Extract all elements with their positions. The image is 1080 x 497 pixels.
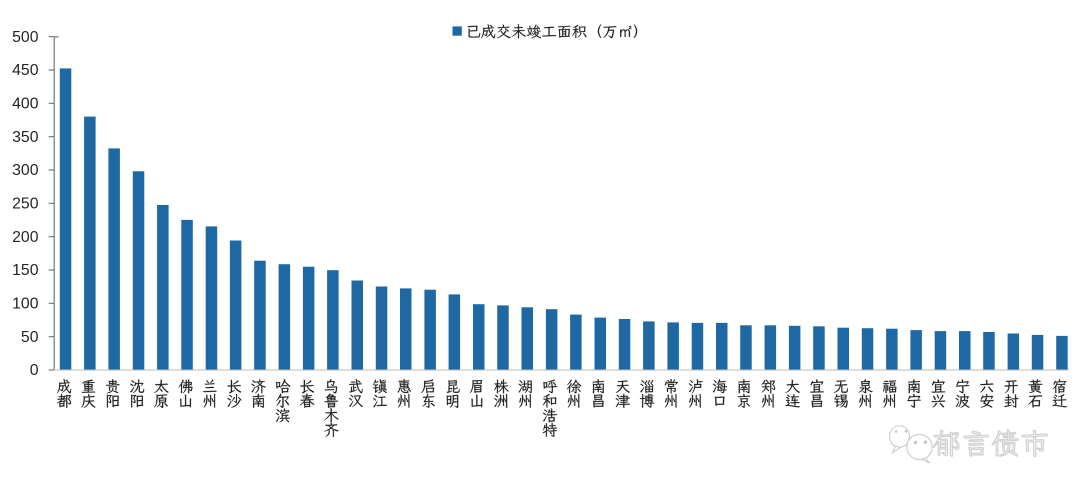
- svg-text:400: 400: [12, 96, 39, 113]
- svg-text:250: 250: [12, 196, 39, 213]
- svg-text:0: 0: [30, 362, 39, 379]
- svg-text:200: 200: [12, 229, 39, 246]
- svg-text:300: 300: [12, 162, 39, 179]
- svg-text:350: 350: [12, 129, 39, 146]
- svg-text:450: 450: [12, 62, 39, 79]
- svg-text:500: 500: [12, 29, 39, 46]
- svg-text:100: 100: [12, 296, 39, 313]
- svg-text:50: 50: [21, 329, 39, 346]
- svg-text:150: 150: [12, 262, 39, 279]
